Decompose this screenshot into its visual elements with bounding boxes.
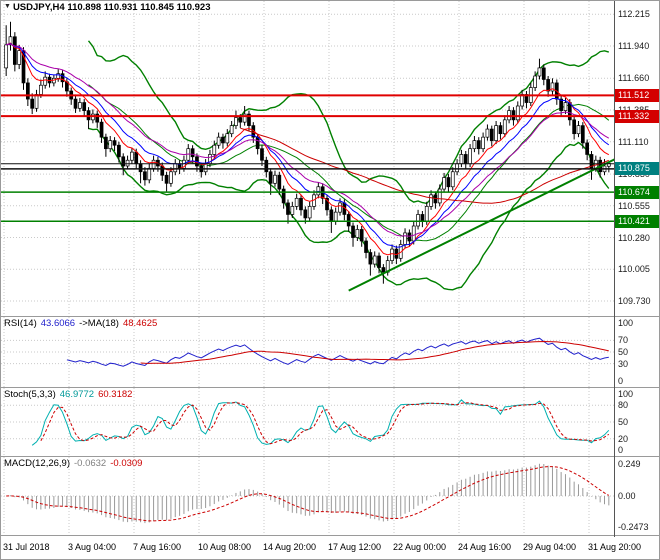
time-axis-label: 10 Aug 08:00: [198, 542, 252, 552]
stochastic-axis[interactable]: 100 80 50 20 0: [615, 388, 659, 456]
price-badge: 111.512: [615, 89, 659, 102]
time-axis-label: 14 Aug 20:00: [263, 542, 317, 552]
macd-panel[interactable]: MACD(12,26,9) -0.0632 -0.0309: [1, 457, 614, 535]
price-badge: 110.875: [615, 162, 659, 175]
time-axis-label: 24 Aug 16:00: [458, 542, 512, 552]
panel-divider[interactable]: [1, 387, 659, 388]
axis-label: 100: [618, 389, 634, 399]
axis-label: 80: [618, 400, 629, 410]
axis-label: 30: [618, 359, 629, 369]
axis-label: 100: [618, 318, 634, 328]
time-axis[interactable]: 31 Jul 2018 3 Aug 04:00 7 Aug 16:00 10 Aug …: [1, 537, 659, 559]
axis-label: -0.2473: [618, 522, 649, 532]
price-axis-line: [614, 1, 615, 537]
time-axis-label: 3 Aug 04:00: [68, 542, 117, 552]
panel-divider[interactable]: [1, 316, 659, 317]
price-axis[interactable]: 112.215111.940111.660111.385111.110110.8…: [615, 1, 659, 316]
time-axis-label: 29 Aug 04:00: [523, 542, 577, 552]
panel-divider[interactable]: [1, 456, 659, 457]
rsi-canvas[interactable]: [1, 317, 614, 387]
axis-label: 50: [618, 347, 629, 357]
axis-label: 70: [618, 335, 629, 345]
macd-canvas[interactable]: [1, 457, 614, 535]
price-badge: 111.332: [615, 110, 659, 123]
stochastic-canvas[interactable]: [1, 388, 614, 456]
time-axis-label: 31 Aug 20:00: [588, 542, 642, 552]
axis-label: 0: [618, 376, 624, 386]
stochastic-panel[interactable]: Stoch(5,3,3) 46.9772 60.3182: [1, 388, 614, 456]
axis-label: 0.249: [618, 459, 641, 469]
price-badge: 110.421: [615, 215, 659, 228]
axis-label: 50: [618, 417, 629, 427]
time-axis-label: 31 Jul 2018: [3, 542, 50, 552]
time-axis-label: 7 Aug 16:00: [133, 542, 182, 552]
main-chart-panel[interactable]: ▼ USDJPY,H4 110.898 110.931 110.845 110.9…: [1, 1, 614, 316]
panel-divider[interactable]: [1, 535, 659, 536]
time-axis-label: 17 Aug 12:00: [328, 542, 382, 552]
time-axis-label: 22 Aug 00:00: [393, 542, 447, 552]
axis-label: 109.730: [618, 296, 651, 306]
axis-label: 111.660: [618, 73, 650, 83]
axis-label: 20: [618, 434, 629, 444]
price-badge: 110.674: [615, 186, 659, 199]
axis-label: 112.215: [618, 9, 650, 19]
axis-label: 0.00: [618, 491, 636, 501]
axis-label: 111.110: [618, 137, 649, 147]
axis-label: 110.555: [618, 201, 650, 211]
axis-label: 110.280: [618, 233, 650, 243]
rsi-panel[interactable]: RSI(14) 43.6066 ->MA(18) 48.4625: [1, 317, 614, 387]
rsi-axis[interactable]: 100 70 50 30 0: [615, 317, 659, 387]
macd-axis[interactable]: 0.249 0.00 -0.2473: [615, 457, 659, 535]
axis-label: 110.005: [618, 264, 650, 274]
axis-label: 0: [618, 445, 624, 455]
axis-label: 111.940: [618, 41, 650, 51]
main-chart-canvas[interactable]: [1, 1, 614, 316]
